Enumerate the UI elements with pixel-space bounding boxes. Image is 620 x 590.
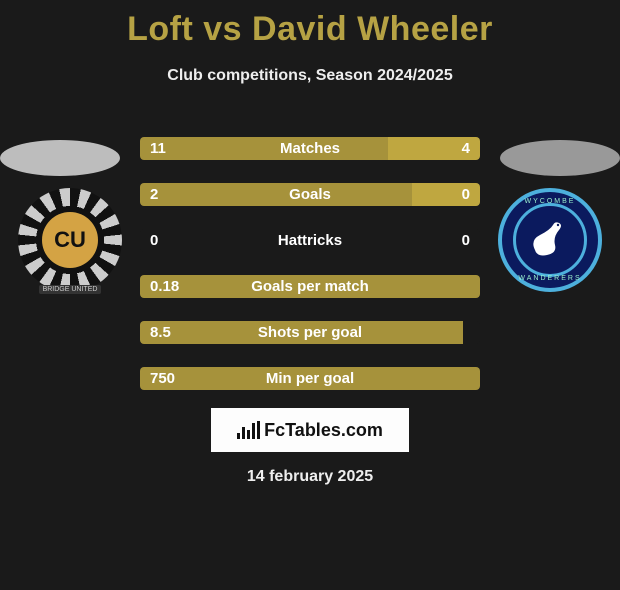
- stat-label: Hattricks: [140, 229, 480, 252]
- stat-value-right: 4: [462, 137, 470, 160]
- page-title: Loft vs David Wheeler: [0, 10, 620, 49]
- stat-row: 8.5Shots per goal: [140, 321, 480, 344]
- team-left-abbr: CU: [42, 212, 98, 268]
- team-right-bottom-text: WANDERERS: [518, 275, 581, 282]
- fctables-logo: FcTables.com: [211, 408, 409, 452]
- vs-text: vs: [203, 10, 242, 48]
- stat-row: 0.18Goals per match: [140, 275, 480, 298]
- team-right-crest: WYCOMBE WANDERERS: [498, 188, 602, 292]
- stat-row: 11Matches4: [140, 137, 480, 160]
- swan-icon: [525, 215, 575, 265]
- stat-label: Goals: [140, 183, 480, 206]
- stat-value-right: 0: [462, 183, 470, 206]
- player-right-plate: [500, 140, 620, 176]
- team-right-badge: WYCOMBE WANDERERS: [498, 188, 602, 292]
- team-right-top-text: WYCOMBE: [525, 198, 576, 205]
- team-left-badge: CU BRIDGE UNITED: [18, 188, 122, 292]
- team-left-strip: BRIDGE UNITED: [39, 285, 102, 294]
- logo-text: FcTables.com: [264, 420, 383, 441]
- stat-label: Matches: [140, 137, 480, 160]
- stat-label: Min per goal: [140, 367, 480, 390]
- stat-label: Goals per match: [140, 275, 480, 298]
- date-text: 14 february 2025: [0, 468, 620, 486]
- team-left-crest: CU: [18, 188, 122, 292]
- stat-value-right: 0: [462, 229, 470, 252]
- logo-bars-icon: [237, 421, 260, 439]
- stat-row: 0Hattricks0: [140, 229, 480, 252]
- stat-label: Shots per goal: [140, 321, 480, 344]
- player-right-name: David Wheeler: [252, 10, 493, 48]
- stats-container: 11Matches42Goals00Hattricks00.18Goals pe…: [140, 137, 480, 413]
- player-left-plate: [0, 140, 120, 176]
- stat-row: 750Min per goal: [140, 367, 480, 390]
- player-left-name: Loft: [127, 10, 193, 48]
- stat-row: 2Goals0: [140, 183, 480, 206]
- team-right-ring: [513, 203, 587, 277]
- subtitle: Club competitions, Season 2024/2025: [0, 67, 620, 85]
